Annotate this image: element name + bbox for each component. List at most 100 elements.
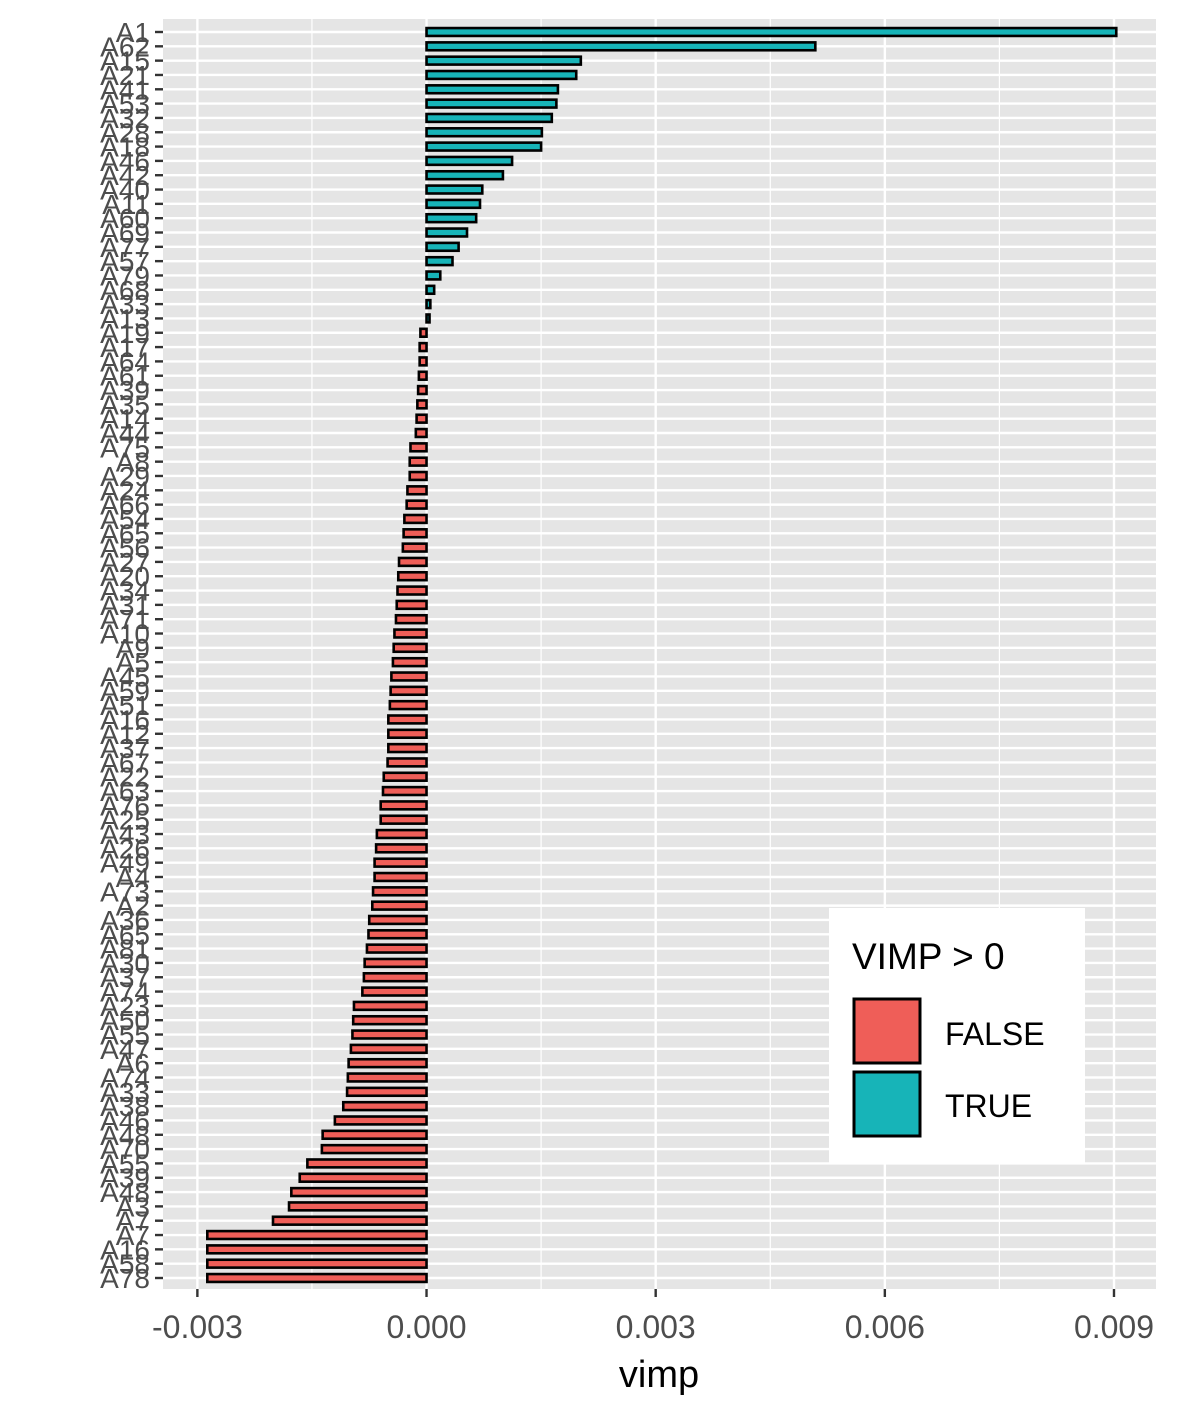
y-tick-label: A14: [100, 404, 150, 435]
y-tick-label: A55: [100, 1148, 150, 1179]
bar-A27: [397, 556, 428, 568]
bar-A37: [362, 972, 428, 983]
y-tick-label: A46: [100, 1105, 150, 1136]
y-tick-label: A35: [100, 389, 150, 420]
bar-A16: [387, 714, 428, 725]
bar-A65: [367, 929, 428, 940]
bar-A69: [425, 227, 469, 238]
x-tick-label: 0.003: [616, 1309, 696, 1345]
bar-A50: [351, 1014, 428, 1026]
bar-A15: [425, 55, 583, 66]
bar-A19: [419, 327, 428, 338]
y-tick-label: A54: [100, 504, 150, 535]
y-tick-label: A36: [100, 905, 150, 936]
bar-A78: [206, 1272, 428, 1284]
y-tick-label: A75: [100, 432, 150, 463]
bar-A58: [206, 1258, 428, 1269]
y-tick-label: A60: [100, 203, 150, 234]
y-tick-label: A37: [100, 962, 150, 993]
bar-A1: [425, 26, 1118, 38]
bar-A3: [287, 1201, 428, 1212]
y-tick-label: A79: [100, 260, 150, 291]
y-tick-label: A51: [100, 690, 150, 721]
bar-A40: [425, 184, 484, 195]
y-tick-label: A49: [100, 848, 150, 879]
bar-A25: [379, 814, 428, 825]
bar-A55: [351, 1029, 428, 1040]
y-tick-label: A10: [100, 619, 150, 650]
y-tick-label: A48: [100, 1120, 150, 1151]
bar-A22: [382, 771, 428, 782]
y-tick-label: A64: [100, 346, 150, 377]
bar-A59: [389, 685, 428, 697]
bar-A20: [396, 570, 428, 582]
bar-A76: [379, 800, 428, 811]
y-tick-label: A65: [100, 919, 150, 950]
bar-A37: [387, 742, 428, 754]
y-axis-ticks: [155, 30, 163, 1280]
bar-A64: [418, 356, 428, 367]
x-tick-label: 0.006: [845, 1309, 925, 1345]
bar-A2: [370, 900, 428, 911]
bar-A36: [367, 914, 428, 926]
y-tick-label: A9: [116, 633, 150, 664]
y-axis-labels: A1A62A15A21A41A53A32A28A18A46A42A40A11A6…: [100, 17, 150, 1294]
y-tick-label: A16: [100, 1234, 150, 1265]
bar-A11: [425, 198, 482, 210]
bar-A45: [390, 671, 428, 682]
y-tick-label: A58: [100, 1249, 150, 1280]
y-tick-label: A12: [100, 719, 150, 750]
y-tick-label: A66: [100, 490, 150, 521]
bar-A68: [425, 284, 436, 296]
y-tick-label: A2: [116, 891, 150, 922]
x-tick-label: 0.009: [1074, 1309, 1154, 1345]
x-tick-label: -0.003: [152, 1309, 243, 1345]
y-tick-label: A39: [100, 1163, 150, 1194]
bar-A62: [425, 41, 817, 52]
bar-A28: [425, 127, 544, 138]
y-tick-label: A56: [100, 533, 150, 564]
bar-A29: [408, 470, 428, 482]
bar-A73: [371, 886, 428, 897]
bar-A12: [387, 728, 428, 740]
bar-A33: [345, 1086, 428, 1098]
bar-A51: [388, 699, 428, 711]
y-tick-label: A68: [100, 275, 150, 306]
bar-A9: [392, 642, 428, 654]
bar-A48: [321, 1129, 428, 1141]
y-tick-label: A16: [100, 704, 150, 735]
y-tick-label: A3: [116, 1191, 150, 1222]
y-tick-label: A33: [100, 1077, 150, 1108]
bar-A7: [271, 1215, 428, 1226]
bar-A41: [425, 84, 560, 95]
bar-A49: [373, 857, 428, 868]
bar-A46: [333, 1115, 428, 1126]
bar-A63: [381, 785, 428, 797]
y-tick-label: A38: [100, 1091, 150, 1122]
y-tick-label: A69: [100, 218, 150, 249]
bar-A13: [425, 313, 431, 324]
bar-A74: [346, 1072, 428, 1083]
y-tick-label: A4: [116, 862, 150, 893]
y-tick-label: A77: [100, 232, 150, 263]
y-tick-label: A43: [100, 819, 150, 850]
bar-A7: [206, 1229, 428, 1241]
y-tick-label: A1: [116, 17, 150, 48]
y-tick-label: A5: [116, 647, 150, 678]
bar-A17: [418, 341, 428, 353]
y-tick-label: A24: [100, 475, 150, 506]
y-tick-label: A67: [100, 747, 150, 778]
y-tick-label: A21: [100, 60, 150, 91]
y-tick-label: A8: [116, 447, 150, 478]
bar-A74: [361, 986, 428, 997]
bar-A75: [409, 442, 428, 453]
bar-A16: [206, 1244, 428, 1255]
y-tick-label: A45: [100, 661, 150, 692]
bar-A18: [425, 141, 543, 152]
y-tick-label: A29: [100, 461, 150, 492]
bar-A71: [394, 613, 428, 625]
y-tick-label: A46: [100, 146, 150, 177]
y-tick-label: A63: [100, 776, 150, 807]
bar-A57: [425, 255, 454, 267]
y-tick-label: A7: [116, 1206, 150, 1237]
